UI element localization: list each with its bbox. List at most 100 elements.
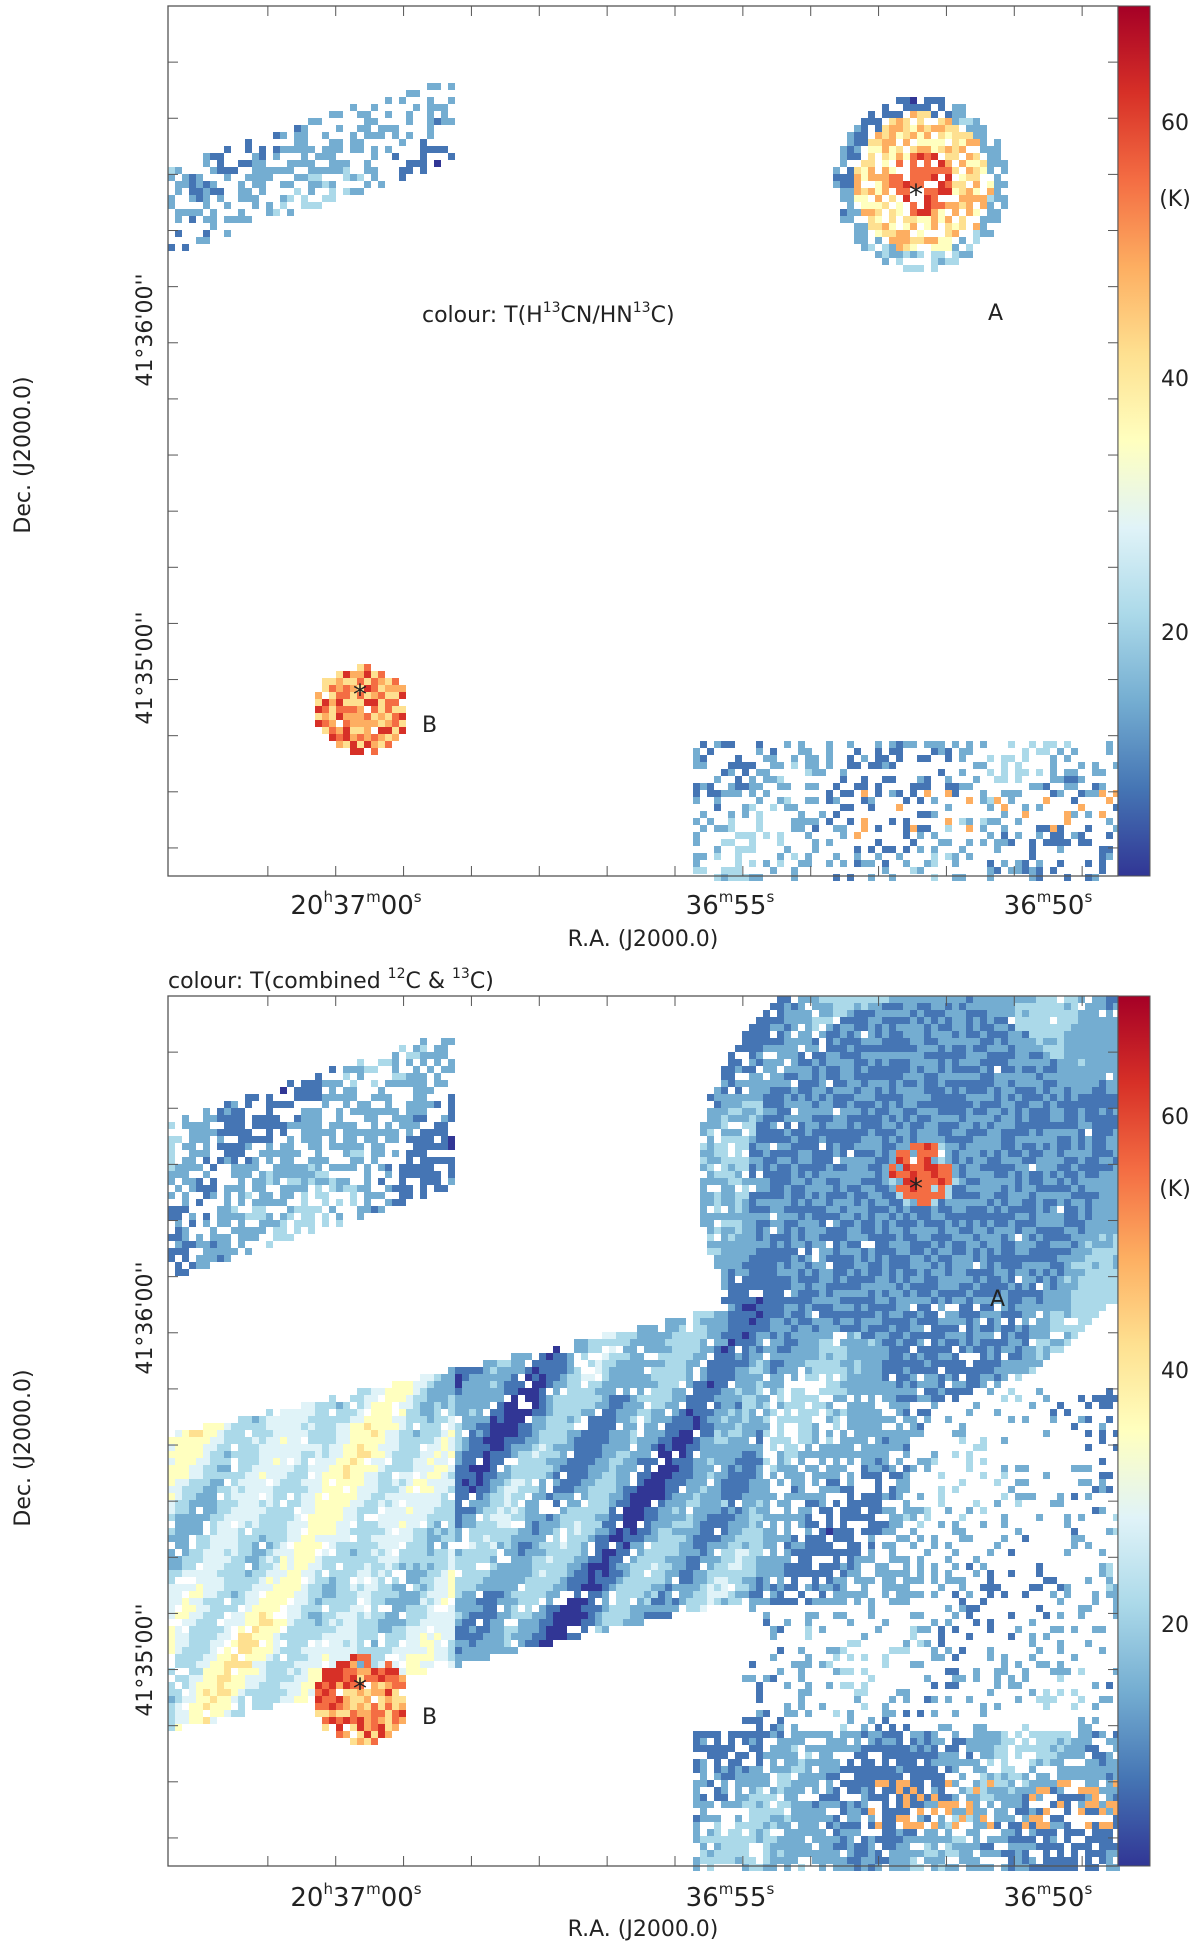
- map-pixel: [770, 1367, 777, 1374]
- map-pixel: [882, 1080, 889, 1087]
- map-pixel: [217, 1220, 224, 1227]
- map-pixel: [259, 1199, 266, 1206]
- map-pixel: [980, 167, 987, 174]
- map-pixel: [1106, 1269, 1113, 1276]
- map-pixel: [546, 1360, 553, 1367]
- map-pixel: [1113, 1017, 1120, 1024]
- map-pixel: [805, 1339, 812, 1346]
- map-pixel: [280, 202, 287, 209]
- map-pixel: [315, 720, 322, 727]
- map-pixel: [1008, 1346, 1015, 1353]
- map-pixel: [1071, 1087, 1078, 1094]
- map-pixel: [1071, 1073, 1078, 1080]
- map-pixel: [945, 1038, 952, 1045]
- map-pixel: [924, 1255, 931, 1262]
- map-pixel: [854, 1374, 861, 1381]
- map-pixel: [777, 1220, 784, 1227]
- map-pixel: [357, 692, 364, 699]
- map-pixel: [1106, 1115, 1113, 1122]
- map-pixel: [1008, 1052, 1015, 1059]
- map-pixel: [1085, 1227, 1092, 1234]
- map-pixel: [903, 1269, 910, 1276]
- map-pixel: [336, 1213, 343, 1220]
- map-pixel: [924, 1073, 931, 1080]
- map-pixel: [924, 1276, 931, 1283]
- map-pixel: [805, 1115, 812, 1122]
- map-pixel: [721, 1108, 728, 1115]
- map-pixel: [966, 1108, 973, 1115]
- map-pixel: [854, 125, 861, 132]
- map-pixel: [868, 1248, 875, 1255]
- map-pixel: [1029, 1017, 1036, 1024]
- map-pixel: [1099, 811, 1106, 818]
- map-pixel: [1113, 1283, 1120, 1290]
- map-pixel: [343, 685, 350, 692]
- map-pixel: [707, 1171, 714, 1178]
- map-pixel: [931, 996, 938, 1003]
- map-pixel: [798, 1234, 805, 1241]
- map-pixel: [203, 1136, 210, 1143]
- map-pixel: [406, 1157, 413, 1164]
- map-pixel: [924, 160, 931, 167]
- map-pixel: [882, 1234, 889, 1241]
- map-pixel: [336, 706, 343, 713]
- map-pixel: [315, 1136, 322, 1143]
- map-pixel: [350, 139, 357, 146]
- map-pixel: [987, 1143, 994, 1150]
- map-pixel: [392, 1185, 399, 1192]
- map-pixel: [882, 1017, 889, 1024]
- map-pixel: [693, 748, 700, 755]
- map-pixel: [1036, 1276, 1043, 1283]
- map-pixel: [749, 1283, 756, 1290]
- map-pixel: [441, 1052, 448, 1059]
- map-pixel: [742, 1108, 749, 1115]
- map-pixel: [938, 202, 945, 209]
- map-pixel: [301, 1122, 308, 1129]
- map-pixel: [378, 1192, 385, 1199]
- map-pixel: [924, 1101, 931, 1108]
- map-pixel: [385, 713, 392, 720]
- map-pixel: [1043, 1304, 1050, 1311]
- map-pixel: [938, 1360, 945, 1367]
- map-pixel: [917, 1367, 924, 1374]
- map-pixel: [1022, 1122, 1029, 1129]
- map-pixel: [1064, 1052, 1071, 1059]
- map-pixel: [371, 1115, 378, 1122]
- map-pixel: [336, 685, 343, 692]
- map-pixel: [777, 1094, 784, 1101]
- map-pixel: [1057, 1283, 1064, 1290]
- map-pixel: [938, 1024, 945, 1031]
- map-pixel: [658, 1367, 665, 1374]
- map-pixel: [805, 1346, 812, 1353]
- map-pixel: [364, 1178, 371, 1185]
- map-pixel: [966, 1241, 973, 1248]
- map-pixel: [847, 1213, 854, 1220]
- map-pixel: [378, 699, 385, 706]
- map-pixel: [1036, 769, 1043, 776]
- map-pixel: [700, 1206, 707, 1213]
- map-pixel: [700, 1325, 707, 1332]
- map-pixel: [770, 1192, 777, 1199]
- map-pixel: [931, 125, 938, 132]
- map-pixel: [826, 1353, 833, 1360]
- map-pixel: [721, 1367, 728, 1374]
- map-pixel: [294, 139, 301, 146]
- map-pixel: [1057, 1255, 1064, 1262]
- map-pixel: [343, 1087, 350, 1094]
- map-pixel: [868, 1318, 875, 1325]
- map-pixel: [378, 1150, 385, 1157]
- map-pixel: [910, 1129, 917, 1136]
- map-pixel: [819, 1199, 826, 1206]
- map-pixel: [1078, 1038, 1085, 1045]
- map-pixel: [756, 1234, 763, 1241]
- map-pixel: [980, 1031, 987, 1038]
- map-pixel: [882, 1024, 889, 1031]
- map-pixel: [1043, 1234, 1050, 1241]
- map-pixel: [756, 783, 763, 790]
- map-pixel: [574, 1346, 581, 1353]
- map-pixel: [315, 1192, 322, 1199]
- map-pixel: [1043, 1185, 1050, 1192]
- map-pixel: [959, 1003, 966, 1010]
- map-pixel: [805, 832, 812, 839]
- map-pixel: [203, 1241, 210, 1248]
